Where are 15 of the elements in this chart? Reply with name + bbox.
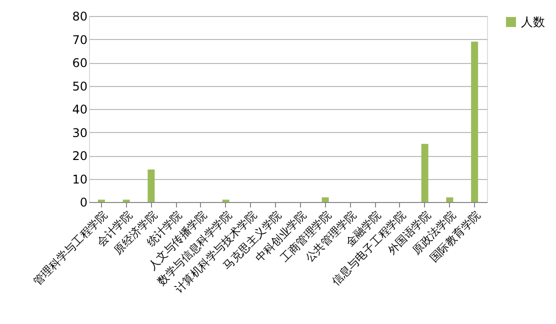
y-tick-label: 80 [72,10,88,24]
y-tick-label: 50 [72,79,88,94]
y-tick-label: 40 [72,102,88,116]
bar [421,144,428,202]
bar [322,197,329,202]
bar [471,42,478,202]
y-tick-label: 30 [72,126,88,140]
bar [148,169,155,202]
y-tick-label: 20 [72,149,88,163]
y-tick-label: 60 [72,56,88,70]
y-tick-label: 0 [80,196,88,210]
y-tick-label: 10 [72,172,88,186]
y-tick-label: 70 [72,32,88,47]
bar [446,197,454,202]
legend-label: 人数 [521,15,545,29]
